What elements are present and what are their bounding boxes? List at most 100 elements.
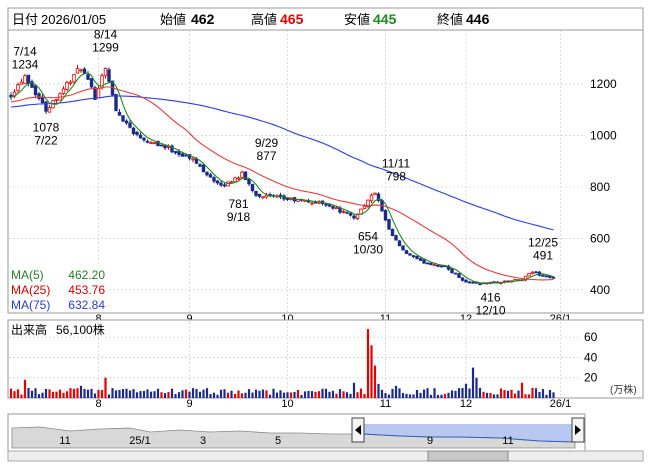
volume-bar <box>296 389 300 398</box>
volume-x-tick: 12 <box>460 398 472 410</box>
volume-bar <box>310 391 314 398</box>
navigator-scrollbar[interactable] <box>7 450 644 462</box>
candle-body <box>334 207 339 210</box>
candle-body <box>205 171 209 176</box>
candle-body <box>26 74 31 84</box>
price-y-tick: 1000 <box>590 128 617 142</box>
header-bar: 日付 2026/01/05 始値 462 高値 465 安値 445 終値 44… <box>7 7 644 31</box>
candle-body <box>425 262 430 265</box>
candle-body <box>250 183 255 191</box>
candle-body <box>93 87 97 100</box>
volume-bar <box>177 392 181 398</box>
volume-bar <box>436 394 440 398</box>
volume-bar <box>205 388 209 398</box>
candle-body <box>369 194 374 202</box>
volume-bar <box>121 388 125 398</box>
candle-body <box>464 279 468 283</box>
annotation-value: 416 <box>480 291 500 305</box>
volume-bar <box>415 389 419 398</box>
candle-body <box>117 111 122 116</box>
volume-bar <box>27 387 30 398</box>
ma25-value: 453.76 <box>68 283 105 297</box>
volume-x-tick: 26/1 <box>550 398 571 410</box>
price-y-tick: 1200 <box>590 77 617 91</box>
low-value: 445 <box>373 11 397 27</box>
volume-bar <box>9 388 13 398</box>
volume-x-tick: 10 <box>281 398 293 410</box>
volume-bar <box>219 389 223 398</box>
volume-bar <box>51 391 55 398</box>
volume-bar <box>422 389 426 398</box>
candle-body <box>313 201 318 204</box>
candle-body <box>341 210 346 213</box>
volume-bar <box>541 389 545 398</box>
candle-body <box>170 145 174 153</box>
candle-body <box>376 193 381 201</box>
candle-body <box>432 264 437 267</box>
candle-body <box>68 81 73 84</box>
candle-body <box>215 180 220 184</box>
candle-body <box>54 98 59 101</box>
annotation-date: 9/29 <box>255 136 279 150</box>
volume-y-tick: 40 <box>584 350 598 364</box>
candle-body <box>467 281 472 284</box>
candle-body <box>236 177 241 180</box>
volume-bar <box>293 392 296 398</box>
candle-body <box>124 120 129 124</box>
volume-bar <box>202 389 205 398</box>
candle-body <box>177 151 181 155</box>
volume-bar <box>233 394 237 398</box>
volume-bar <box>153 391 156 398</box>
candle-body <box>86 74 90 80</box>
candle-body <box>152 142 157 145</box>
price-x-tick: 8 <box>95 313 101 325</box>
volume-x-tick: 9 <box>186 398 192 410</box>
volume-bar <box>107 394 111 398</box>
candle-body <box>415 255 419 260</box>
volume-bar <box>37 394 41 398</box>
volume-bar <box>338 389 342 398</box>
volume-bar <box>443 393 447 398</box>
candle-body <box>233 177 237 183</box>
volume-bar <box>97 389 100 398</box>
candle-body <box>408 253 412 256</box>
volume-bar <box>83 388 86 398</box>
candle-body <box>16 84 20 91</box>
volume-bar <box>429 394 433 398</box>
candle-body <box>145 140 150 143</box>
candle-body <box>261 196 265 199</box>
volume-bar <box>387 394 391 398</box>
candle-body <box>184 154 188 157</box>
volume-bar <box>527 394 531 398</box>
volume-bar <box>16 389 20 398</box>
volume-bar <box>433 388 436 398</box>
volume-bar <box>485 392 489 398</box>
volume-bar <box>524 394 527 398</box>
volume-bar <box>412 394 415 398</box>
navigator-right-handle[interactable] <box>571 417 585 443</box>
candle-body <box>222 184 227 187</box>
range-navigator[interactable]: 11 25/1 3 5 9 11 <box>7 413 644 462</box>
candle-body <box>383 210 388 221</box>
volume-bar <box>195 388 198 398</box>
volume-bar <box>377 383 380 398</box>
navigator-scroll-thumb[interactable] <box>427 450 509 462</box>
candle-body <box>219 182 223 186</box>
volume-bar <box>359 388 363 398</box>
volume-bar <box>531 387 534 398</box>
navigator-left-handle[interactable] <box>351 417 365 443</box>
annotation-date: 8/14 <box>94 28 118 42</box>
ma5-value: 462.20 <box>68 268 105 282</box>
volume-bar <box>370 345 373 398</box>
candle-body <box>453 272 458 275</box>
volume-bar <box>275 392 279 398</box>
volume-unit: (万株) <box>610 383 637 396</box>
candle-body <box>327 204 332 207</box>
candle-body <box>247 179 251 185</box>
candle-body <box>138 134 143 139</box>
candle-body <box>534 271 538 274</box>
annotation-value: 798 <box>386 169 406 183</box>
volume-value: 56,100株 <box>56 322 105 337</box>
candle-body <box>96 88 101 99</box>
